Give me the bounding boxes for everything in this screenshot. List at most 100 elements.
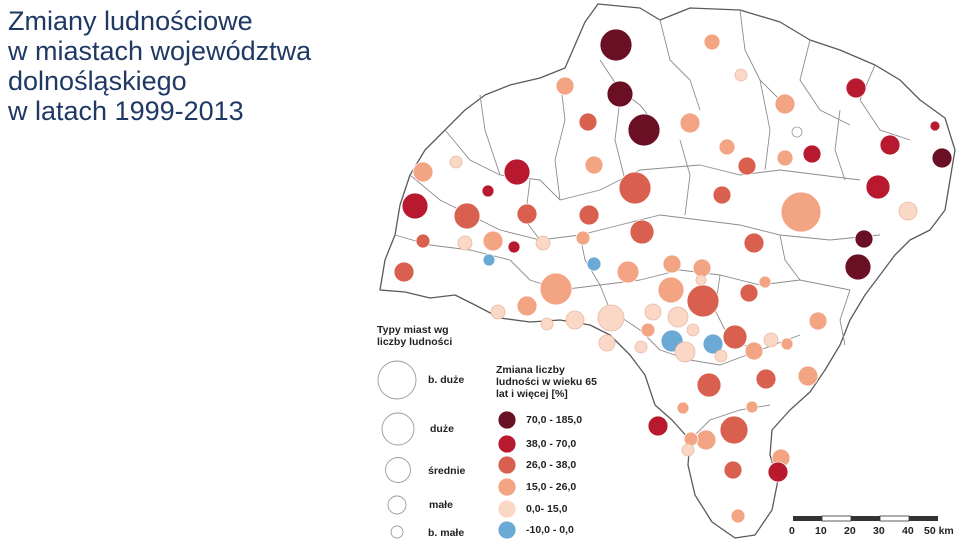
change-legend-symbol-5 — [497, 499, 517, 519]
city-circle — [490, 304, 506, 320]
city-circle — [679, 112, 701, 134]
city-circle — [702, 333, 724, 355]
city-circle — [565, 310, 585, 330]
scale-tick-10: 10 — [815, 525, 827, 537]
change-legend-label-3: 26,0 - 38,0 — [526, 459, 577, 471]
city-circle — [776, 149, 794, 167]
city-circle — [739, 283, 759, 303]
city-circle — [734, 68, 748, 82]
city-circle — [634, 340, 648, 354]
city-circle — [584, 155, 604, 175]
city-circle — [535, 235, 551, 251]
scale-tick-20: 20 — [844, 525, 856, 537]
city-circle — [453, 202, 481, 230]
city-circle — [722, 324, 748, 350]
city-circle — [737, 156, 757, 176]
city-circle — [516, 295, 538, 317]
city-circle — [692, 258, 712, 278]
size-legend-symbol-large — [381, 412, 415, 446]
change-legend-symbol-3 — [497, 455, 517, 475]
city-circle — [516, 203, 538, 225]
city-circle — [657, 276, 685, 304]
size-legend-symbol-very-small — [390, 525, 404, 539]
city-circle — [539, 272, 573, 306]
city-circle — [879, 134, 901, 156]
city-circle — [695, 274, 707, 286]
city-circle — [503, 158, 531, 186]
map-title-line-1: Zmiany ludnościowe — [8, 6, 253, 36]
city-circle — [647, 415, 669, 437]
city-circle — [743, 232, 765, 254]
city-circle — [780, 191, 822, 233]
city-circle — [575, 230, 591, 246]
change-legend-label-6: -10,0 - 0,0 — [526, 524, 574, 536]
change-legend-title: Zmiana liczby ludności w wieku 65 lat i … — [496, 364, 597, 400]
city-circle — [618, 171, 652, 205]
city-circle — [898, 201, 918, 221]
city-circle — [578, 112, 598, 132]
change-legend-label-5: 0,0- 15,0 — [526, 503, 568, 515]
city-circle — [758, 275, 772, 289]
city-circles — [393, 28, 953, 524]
size-legend-symbol-very-large — [377, 360, 417, 400]
city-circle — [719, 415, 749, 445]
city-circle — [412, 161, 434, 183]
city-circle — [730, 508, 746, 524]
city-circle — [415, 233, 431, 249]
change-legend — [497, 410, 517, 540]
size-legend-label-large: duże — [430, 423, 454, 435]
city-circle — [780, 337, 794, 351]
city-circle — [640, 322, 656, 338]
scale-bar-seg-5 — [909, 516, 938, 521]
scale-bar-seg-1 — [793, 516, 822, 521]
city-circle — [597, 304, 625, 332]
scale-bar-seg-3 — [851, 516, 880, 521]
size-legend — [377, 360, 417, 539]
city-circle — [744, 341, 764, 361]
city-circle — [681, 443, 695, 457]
city-circle — [844, 253, 872, 281]
city-circle — [686, 284, 720, 318]
size-legend-label-very-small: b. małe — [428, 527, 465, 539]
city-circle — [482, 230, 504, 252]
change-legend-symbol-2 — [497, 434, 517, 454]
city-circle — [723, 460, 743, 480]
city-circle — [791, 126, 803, 138]
city-circle — [481, 184, 495, 198]
city-circle — [802, 144, 822, 164]
city-circle — [629, 219, 655, 245]
city-circle — [763, 332, 779, 348]
size-legend-label-medium: średnie — [428, 465, 466, 477]
city-circle — [674, 341, 696, 363]
map-title-line-3: dolnośląskiego — [8, 66, 187, 96]
city-circle — [767, 461, 789, 483]
map-title-line-4: w latach 1999-2013 — [8, 96, 244, 126]
change-legend-label-4: 15,0 - 26,0 — [526, 481, 577, 493]
city-circle — [854, 229, 874, 249]
scale-tick-30: 30 — [873, 525, 885, 537]
city-circle — [696, 372, 722, 398]
size-legend-symbol-small — [387, 495, 407, 515]
city-circle — [931, 147, 953, 169]
size-legend-title: Typy miast wg liczby ludności — [377, 324, 453, 348]
city-circle — [676, 401, 690, 415]
change-legend-label-2: 38,0 - 70,0 — [526, 438, 577, 450]
city-circle — [774, 93, 796, 115]
city-circle — [644, 303, 662, 321]
scale-bar — [793, 515, 938, 522]
city-circle — [457, 235, 473, 251]
map-title: Zmiany ludnościowe w miastach województw… — [8, 6, 408, 126]
size-legend-symbol-medium — [385, 457, 411, 483]
scale-tick-40: 40 — [902, 525, 914, 537]
city-circle — [599, 28, 633, 62]
city-circle — [745, 400, 759, 414]
city-circle — [393, 261, 415, 283]
size-legend-label-very-large: b. duże — [428, 374, 465, 386]
city-circle — [586, 256, 602, 272]
city-circle — [845, 77, 867, 99]
change-legend-symbol-1 — [497, 410, 517, 430]
city-circle — [598, 334, 616, 352]
city-circle — [555, 76, 575, 96]
city-circle — [929, 120, 941, 132]
